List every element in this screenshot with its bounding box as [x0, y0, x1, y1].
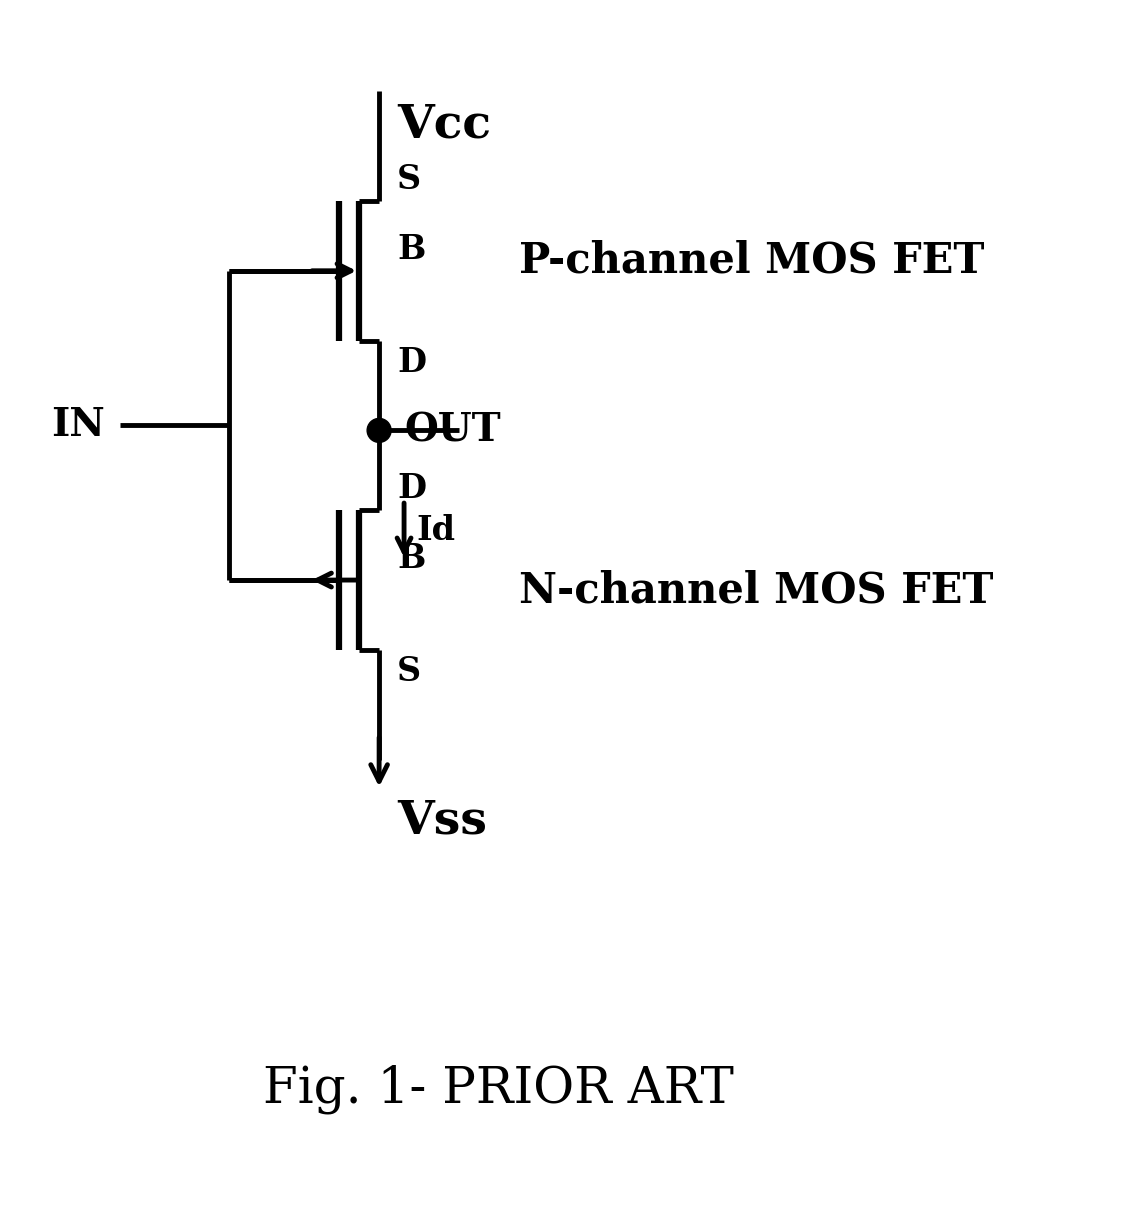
Text: Vss: Vss: [397, 797, 487, 843]
Text: S: S: [397, 163, 421, 196]
Text: Id: Id: [415, 514, 455, 547]
Text: D: D: [397, 472, 426, 506]
Text: B: B: [397, 232, 426, 266]
Text: S: S: [397, 655, 421, 687]
Text: IN: IN: [51, 407, 105, 444]
Text: OUT: OUT: [404, 411, 500, 449]
Text: Vcc: Vcc: [397, 102, 491, 148]
Text: D: D: [397, 346, 426, 379]
Text: P-channel MOS FET: P-channel MOS FET: [519, 240, 984, 282]
Circle shape: [367, 419, 391, 443]
Text: B: B: [397, 542, 426, 575]
Text: Fig. 1- PRIOR ART: Fig. 1- PRIOR ART: [263, 1064, 734, 1113]
Text: N-channel MOS FET: N-channel MOS FET: [519, 569, 994, 611]
